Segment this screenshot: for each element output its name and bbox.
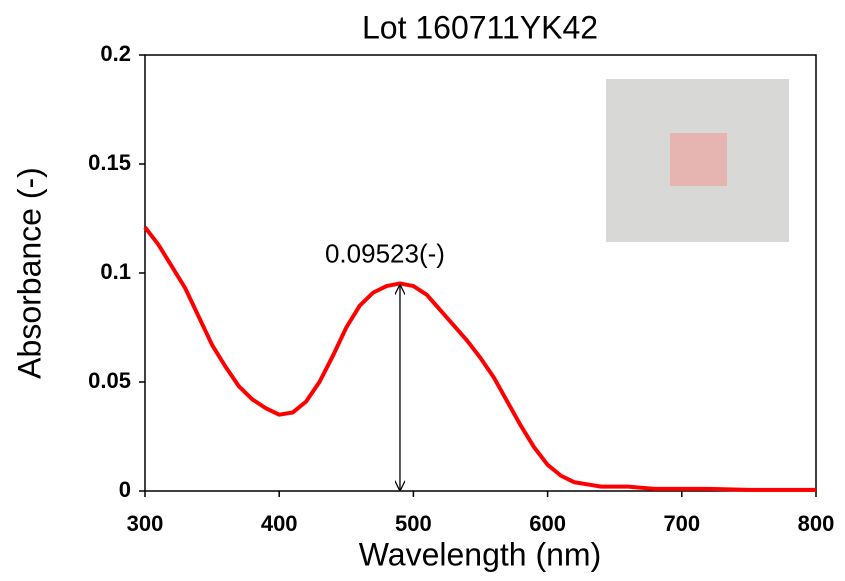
y-tick-label: 0.05 [88,368,131,393]
chart-title: Lot 160711YK42 [362,9,598,45]
data-line [143,226,816,492]
y-axis-label: Absorbance (-) [11,167,47,379]
y-tick-label: 0.1 [100,259,131,284]
x-tick-label: 600 [529,511,566,536]
x-tick-label: 300 [127,511,164,536]
x-tick-label: 500 [395,511,432,536]
photo-sample [670,133,727,186]
annotation-label: 0.09523(-) [325,238,445,268]
y-tick-label: 0.2 [100,41,131,66]
x-axis-label: Wavelength (nm) [359,536,601,572]
x-tick-label: 800 [798,511,835,536]
photo-inset [606,79,789,242]
y-tick-label: 0.15 [88,150,131,175]
y-tick-label: 0 [119,477,131,502]
x-tick-label: 700 [663,511,700,536]
x-tick-label: 400 [261,511,298,536]
